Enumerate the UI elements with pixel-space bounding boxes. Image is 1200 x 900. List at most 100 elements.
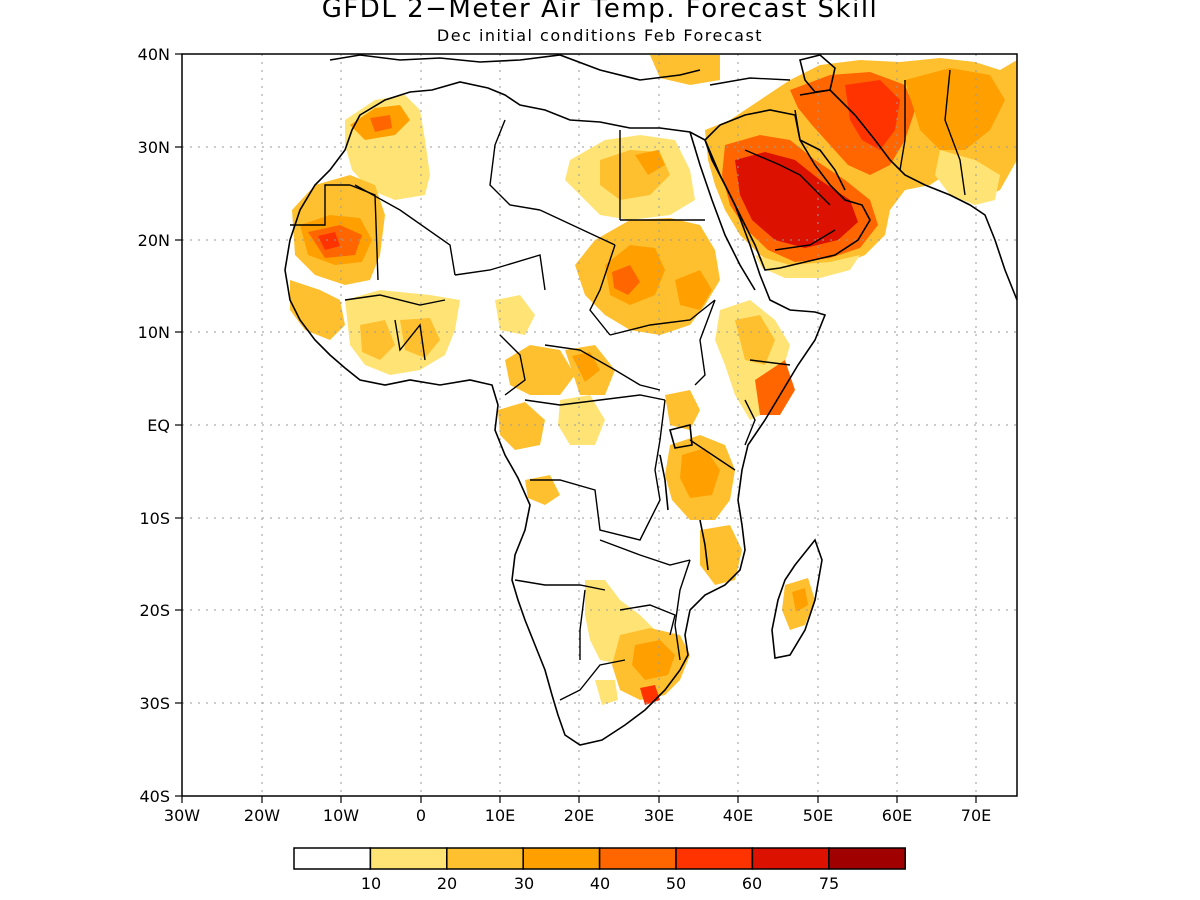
border-wsahara-mauritania [290, 184, 350, 226]
legend-label: 75 [819, 874, 839, 893]
border-yemen [774, 229, 836, 251]
shade-kenya-40 [680, 448, 720, 498]
shade-arabia-south [755, 255, 860, 278]
border-turkey [709, 77, 791, 86]
iran-coastline [799, 89, 1017, 301]
shade-angola-n [525, 475, 560, 505]
shade-mauritania-60 [318, 232, 340, 250]
border-algeria-libya [489, 119, 541, 211]
border-namibia-sa [559, 659, 626, 701]
legend-swatch [522, 847, 601, 870]
border-algeria-mali [354, 184, 456, 276]
border-zimbabwe [619, 604, 676, 636]
x-tick-label: 70E [961, 806, 991, 825]
arabia-coastline [704, 109, 871, 271]
shade-sudan-east [675, 270, 712, 310]
border-mozambique [674, 559, 691, 661]
legend-swatch [446, 847, 524, 870]
shade-nigeria [495, 295, 535, 335]
shade-sudan-50 [612, 265, 640, 295]
tick-marks [175, 53, 977, 803]
red-sea-west [689, 131, 756, 291]
shade-afghan [905, 68, 1005, 150]
shade-india-nw [935, 150, 1000, 205]
y-tick-label: 30S [139, 694, 170, 713]
persian-gulf [799, 139, 846, 191]
border-westafrica-2 [394, 319, 426, 361]
shade-ethiopia-30 [735, 315, 775, 365]
coastlines [284, 54, 1017, 746]
x-tick-label: 40E [723, 806, 753, 825]
border-pakistan [944, 69, 966, 196]
border-sudan-ssudan [609, 299, 716, 336]
shade-mediterranean [650, 55, 720, 85]
x-tick-label: 50E [803, 806, 833, 825]
border-zambia [599, 539, 691, 566]
border-nigeria-cameroon [499, 334, 526, 396]
shade-sa-west [595, 680, 618, 705]
legend-label: 30 [514, 874, 534, 893]
border-botswana [579, 589, 586, 660]
legend-swatch [598, 847, 677, 870]
border-chad-sudan [589, 244, 616, 336]
border-niger [454, 254, 546, 291]
mediterranean-north [329, 54, 701, 81]
shade-ghana [400, 318, 440, 358]
shade-somalia [755, 360, 795, 415]
y-tick-label: EQ [147, 416, 170, 435]
border-iran-afghan [899, 80, 906, 171]
lake-tanganyika [659, 454, 669, 511]
border-car [544, 344, 661, 391]
x-tick-label: 60E [882, 806, 912, 825]
shade-gabon [498, 402, 545, 450]
legend-swatch [751, 847, 830, 870]
shade-madagascar-40 [792, 588, 808, 612]
legend-label: 10 [361, 874, 381, 893]
caspian [799, 54, 836, 93]
border-drc-north [524, 394, 666, 406]
color-legend: 10 20 30 40 50 60 75 [293, 847, 906, 893]
x-tick-label: 0 [416, 806, 426, 825]
border-ethiopia-somalia [749, 359, 791, 366]
legend-label: 50 [666, 874, 686, 893]
shade-egypt-40 [635, 150, 665, 175]
chart-title: GFDL 2−Meter Air Temp. Forecast Skill [321, 0, 879, 24]
border-iran-iraq [794, 109, 801, 141]
border-kenya-somalia [744, 399, 756, 446]
shade-sa-40 [632, 640, 675, 680]
shade-tz-south [700, 525, 742, 585]
border-drc-east [649, 399, 666, 521]
legend-label: 40 [590, 874, 610, 893]
y-tick-label: 20N [138, 231, 170, 250]
shade-guinea-30 [360, 320, 395, 360]
y-tick-label: 20S [139, 601, 170, 620]
legend-label: 60 [742, 874, 762, 893]
shade-morocco-50 [370, 115, 392, 132]
x-tick-label: 30E [644, 806, 674, 825]
border-angola-namibia [514, 579, 606, 591]
x-tick-label: 10W [323, 806, 359, 825]
x-tick-labels: 30W 20W 10W 0 10E 20E 30E 40E 50E 60E 70… [164, 806, 991, 825]
border-ssudan-ethiopia [694, 299, 716, 386]
y-tick-label: 40N [138, 45, 170, 64]
skill-shading [290, 55, 1017, 705]
x-tick-label: 20W [244, 806, 280, 825]
lake-victoria [669, 423, 693, 449]
y-tick-label: 40S [139, 787, 170, 806]
y-tick-label: 10S [139, 509, 170, 528]
border-kenya-tanzania [689, 439, 736, 471]
lake-malawi [699, 519, 709, 571]
legend-swatch [369, 847, 448, 870]
y-tick-labels: 40N 30N 20N 10N EQ 10S 20S 30S 40S [138, 45, 170, 806]
border-mauritania-mali [349, 184, 379, 281]
border-libya-chad [539, 209, 616, 246]
border-drc-south [530, 479, 651, 541]
madagascar [771, 538, 823, 659]
shade-arabia-60 [735, 152, 858, 248]
legend-swatch [293, 847, 372, 870]
shade-west-africa-coast [290, 280, 345, 340]
legend-swatch [675, 847, 754, 870]
borders [290, 69, 966, 701]
shade-iran-60 [845, 80, 900, 150]
